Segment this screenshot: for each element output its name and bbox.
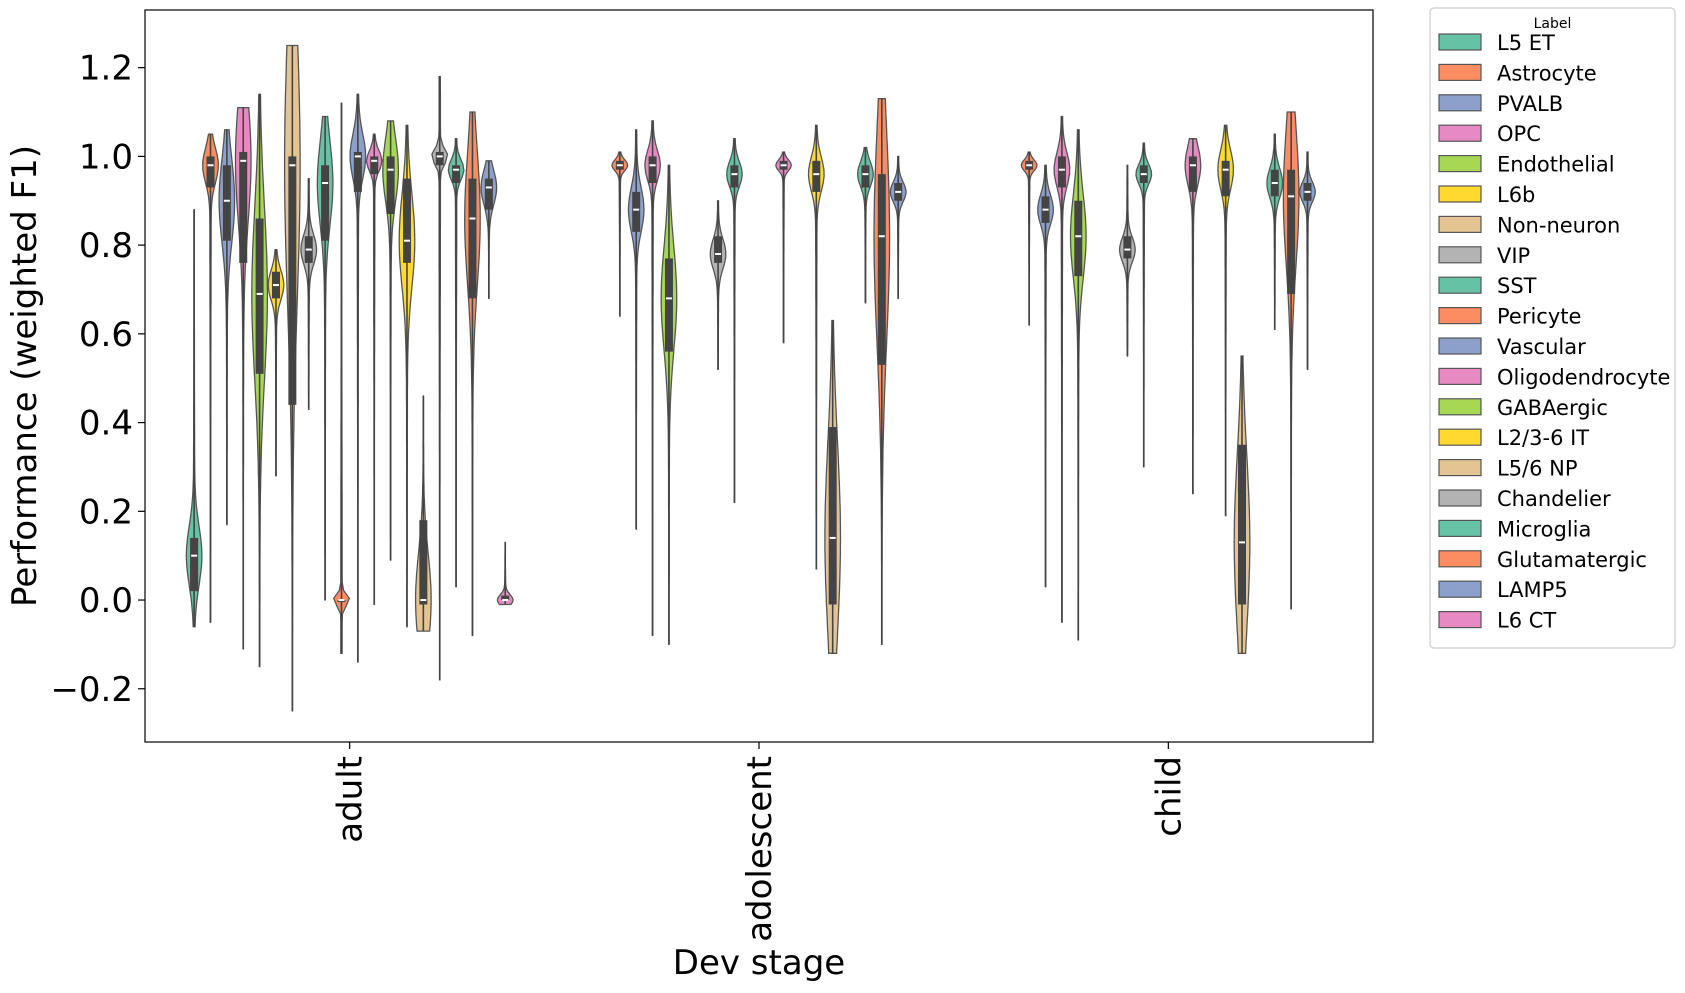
- legend-swatch-vip: [1438, 246, 1482, 264]
- legend-swatch-non-neuron: [1438, 215, 1482, 233]
- violin-iqr-box: [206, 156, 215, 188]
- legend-label-sst: SST: [1497, 274, 1537, 298]
- legend-swatch-microglia: [1438, 519, 1482, 538]
- legend-swatch-opc: [1438, 124, 1482, 142]
- violin-iqr-box: [501, 595, 510, 601]
- y-tick-label: 0.4: [79, 404, 133, 444]
- legend-label-l2-3-6-it: L2/3-6 IT: [1497, 426, 1589, 450]
- violin-iqr-box: [386, 156, 395, 215]
- legend-items: L5 ET Astrocyte PVALB OPC Endothelial L6b Non-…: [1438, 31, 1670, 633]
- violin-iqr-box: [190, 537, 199, 592]
- x-tick-label-child: child: [1149, 756, 1189, 837]
- legend-label-l6b: L6b: [1497, 183, 1535, 207]
- legend-label-pvalb: PVALB: [1497, 92, 1563, 116]
- legend-swatch-sst: [1438, 276, 1482, 294]
- y-tick-label: 0.8: [79, 226, 133, 266]
- plot-area-frame: [144, 9, 1374, 743]
- legend-swatch-l6-ct: [1438, 610, 1482, 629]
- legend-label-glutamatergic: Glutamatergic: [1497, 548, 1647, 572]
- violin-iqr-box: [255, 218, 264, 374]
- y-tick-label: 1.2: [79, 49, 133, 89]
- violin-iqr-box: [714, 236, 723, 263]
- legend-label-l6-ct: L6 CT: [1497, 609, 1556, 633]
- y-tick-label: 0.2: [79, 492, 133, 532]
- violin-iqr-box: [402, 178, 411, 263]
- violin-iqr-box: [648, 156, 657, 184]
- legend-label-vascular: Vascular: [1497, 335, 1586, 359]
- y-axis: −0.2 0.0 0.2 0.4 0.6 0.8 1.0 1.2: [50, 49, 145, 710]
- y-tick-label: −0.2: [50, 670, 133, 710]
- legend-swatch-pvalb: [1438, 94, 1482, 112]
- violin-iqr-box: [877, 174, 886, 365]
- y-tick-label: 0.0: [79, 581, 133, 621]
- legend-swatch-astrocyte: [1438, 63, 1482, 82]
- violin-layer: [185, 44, 1316, 712]
- legend-label-oligodendrocyte: Oligodendrocyte: [1497, 365, 1670, 389]
- legend-swatch-glutamatergic: [1438, 550, 1482, 568]
- y-tick-label: 0.6: [79, 315, 133, 355]
- legend-swatch-l6b: [1438, 185, 1482, 203]
- violin-iqr-box: [632, 191, 641, 232]
- violin-iqr-box: [1074, 200, 1083, 277]
- legend-label-l5-6-np: L5/6 NP: [1497, 457, 1578, 481]
- legend-swatch-lamp5: [1438, 580, 1482, 598]
- x-tick-label-adolescent: adolescent: [740, 756, 780, 942]
- legend-label-endothelial: Endothelial: [1497, 153, 1615, 177]
- legend-label-microglia: Microglia: [1497, 517, 1591, 541]
- legend-title: Label: [1534, 16, 1572, 32]
- legend: Label L5 ETAstrocytePVALBOPCEndothelialL…: [1429, 7, 1676, 649]
- violin-iqr-box: [435, 151, 444, 166]
- x-axis-label: Dev stage: [673, 943, 845, 983]
- legend-label-chandelier: Chandelier: [1497, 487, 1611, 511]
- violin-iqr-box: [861, 165, 870, 188]
- legend-swatch-gabaergic: [1438, 398, 1482, 416]
- legend-label-lamp5: LAMP5: [1497, 578, 1568, 602]
- y-tick-label: 1.0: [79, 137, 133, 177]
- violin-iqr-box: [239, 151, 248, 263]
- violin-iqr-box: [1123, 236, 1132, 259]
- violin-iqr-box: [288, 156, 297, 405]
- violin-iqr-box: [321, 165, 330, 241]
- legend-label-non-neuron: Non-neuron: [1497, 213, 1620, 237]
- legend-swatch-chandelier: [1438, 489, 1482, 507]
- legend-swatch-l5-6-np: [1438, 459, 1482, 477]
- violin-iqr-box: [664, 258, 673, 352]
- legend-label-opc: OPC: [1497, 122, 1541, 146]
- legend-label-l5-et: L5 ET: [1497, 31, 1555, 55]
- legend-label-vip: VIP: [1497, 244, 1530, 268]
- violin-iqr-box: [370, 156, 379, 175]
- violin-iqr-box: [1287, 169, 1296, 294]
- legend-label-gabaergic: GABAergic: [1497, 396, 1608, 420]
- x-axis: adult adolescent child: [331, 742, 1189, 942]
- legend-swatch-vascular: [1438, 337, 1482, 355]
- legend-swatch-pericyte: [1438, 307, 1482, 325]
- legend-swatch-l5-et: [1438, 33, 1482, 51]
- violin-iqr-box: [812, 160, 821, 192]
- violin-iqr-box: [484, 178, 493, 210]
- legend-swatch-l2-3-6-it: [1438, 428, 1482, 446]
- violin-iqr-box: [452, 165, 461, 184]
- violin-iqr-box: [419, 520, 428, 605]
- legend-label-astrocyte: Astrocyte: [1497, 61, 1597, 85]
- violin-iqr-box: [730, 165, 739, 188]
- legend-swatch-endothelial: [1438, 155, 1482, 173]
- violin-iqr-box: [828, 427, 837, 605]
- violin-iqr-box: [1221, 160, 1230, 197]
- legend-swatch-oligodendrocyte: [1438, 367, 1482, 385]
- violin-iqr-box: [222, 165, 231, 241]
- legend-label-pericyte: Pericyte: [1497, 305, 1581, 329]
- y-axis-label: Performance (weighted F1): [5, 145, 45, 607]
- legend-box: [1429, 7, 1676, 649]
- violin-iqr-box: [1238, 444, 1247, 605]
- violin-iqr-box: [1188, 156, 1197, 192]
- violin-iqr-box: [353, 151, 362, 192]
- violin-iqr-box: [1057, 156, 1066, 188]
- violin-iqr-box: [468, 178, 477, 299]
- x-tick-label-adult: adult: [331, 756, 371, 843]
